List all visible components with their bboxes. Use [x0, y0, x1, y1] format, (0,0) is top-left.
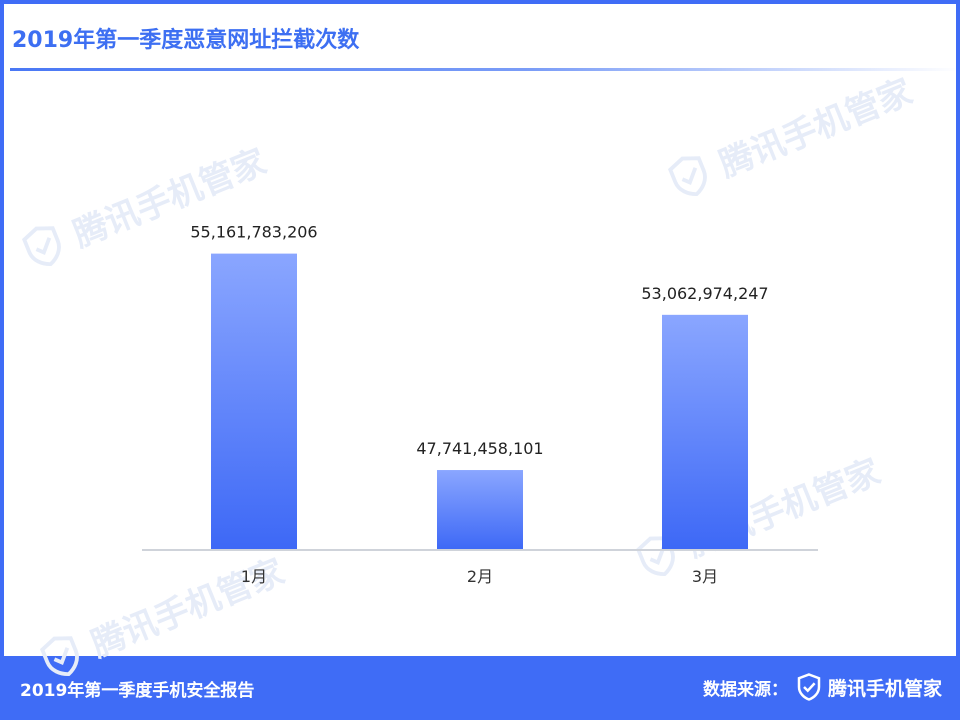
data-label: 47,741,458,101	[416, 439, 543, 458]
title-divider	[10, 68, 960, 71]
chart-title: 2019年第一季度恶意网址拦截次数	[12, 28, 360, 53]
bar-2	[437, 470, 523, 550]
brand-logo: 腾讯手机管家	[794, 672, 942, 702]
x-tick-label: 3月	[692, 567, 718, 586]
source-label: 数据来源：	[702, 679, 788, 700]
source-credit: 数据来源： 腾讯手机管家	[703, 672, 942, 702]
data-label: 55,161,783,206	[190, 223, 317, 242]
report-title: 2019年第一季度手机安全报告	[20, 681, 255, 701]
brand-name: 腾讯手机管家	[827, 677, 942, 700]
footer-bar: 2019年第一季度手机安全报告 数据来源： 腾讯手机管家	[0, 656, 960, 720]
x-tick-label: 2月	[467, 567, 493, 586]
bar-1	[211, 253, 297, 550]
shield-check-icon	[797, 673, 821, 701]
bar-chart: 55,161,783,206 1月 47,741,458,101 2月 53,062,9…	[142, 223, 818, 586]
bar-3	[662, 314, 748, 550]
data-label: 53,062,974,247	[641, 284, 768, 303]
x-tick-label: 1月	[241, 567, 267, 586]
